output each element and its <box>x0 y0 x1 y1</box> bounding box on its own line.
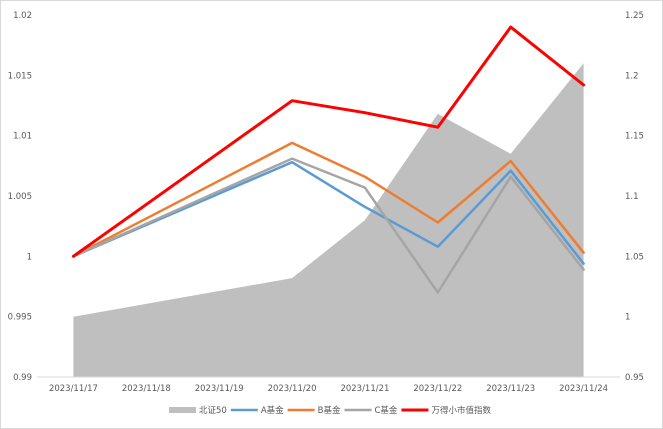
right-tick-label: 1.1 <box>625 192 639 202</box>
series-3-line <box>72 157 585 294</box>
legend-swatch <box>169 407 196 413</box>
left-tick-label: 0.99 <box>13 373 32 383</box>
legend-label: B基金 <box>318 405 341 416</box>
right-axis-ticks: 0.95 1 1.05 1.1 1.15 1.2 1.25 <box>625 11 644 383</box>
left-tick-label: 1.02 <box>13 11 32 21</box>
legend: 北证50 A基金 B基金 C基金 万得小市值指数 <box>169 405 491 416</box>
right-tick-label: 1.05 <box>625 252 644 262</box>
legend-label: 北证50 <box>199 406 227 416</box>
left-axis-ticks: 0.99 0.995 1 1.005 1.01 1.015 1.02 <box>8 11 32 383</box>
right-tick-label: 1.15 <box>625 132 644 142</box>
x-axis-ticks: 2023/11/17 2023/11/18 2023/11/19 2023/11/20… <box>49 384 608 394</box>
legend-label: 万得小市值指数 <box>431 405 491 416</box>
series-0-area <box>73 63 584 378</box>
series-2-line <box>72 141 585 258</box>
legend-label: A基金 <box>261 405 284 416</box>
legend-item: 万得小市值指数 <box>401 405 491 416</box>
x-tick-label: 2023/11/18 <box>122 384 171 394</box>
legend-item: C基金 <box>344 405 398 416</box>
right-tick-label: 1.25 <box>625 11 644 21</box>
left-tick-label: 1.01 <box>13 132 32 142</box>
x-tick-label: 2023/11/23 <box>486 384 535 394</box>
x-tick-label: 2023/11/24 <box>559 384 608 394</box>
legend-item: B基金 <box>287 405 341 416</box>
legend-item: 北证50 <box>169 406 227 416</box>
legend-label: C基金 <box>375 405 398 416</box>
x-tick-label: 2023/11/20 <box>268 384 317 394</box>
line-layer <box>71 25 586 294</box>
left-tick-label: 1 <box>27 252 32 262</box>
x-tick-label: 2023/11/21 <box>340 384 389 394</box>
left-tick-label: 0.995 <box>8 313 32 323</box>
x-tick-label: 2023/11/17 <box>49 384 98 394</box>
legend-item: A基金 <box>230 405 284 416</box>
x-tick-label: 2023/11/22 <box>413 384 462 394</box>
right-tick-label: 1 <box>625 313 630 323</box>
area-layer <box>73 63 584 378</box>
series-1-line <box>72 160 585 265</box>
right-tick-label: 0.95 <box>625 373 644 383</box>
left-tick-label: 1.015 <box>8 71 32 81</box>
series-4-line <box>71 25 586 258</box>
right-tick-label: 1.2 <box>625 71 639 81</box>
left-tick-label: 1.005 <box>8 192 32 202</box>
x-tick-label: 2023/11/19 <box>195 384 244 394</box>
